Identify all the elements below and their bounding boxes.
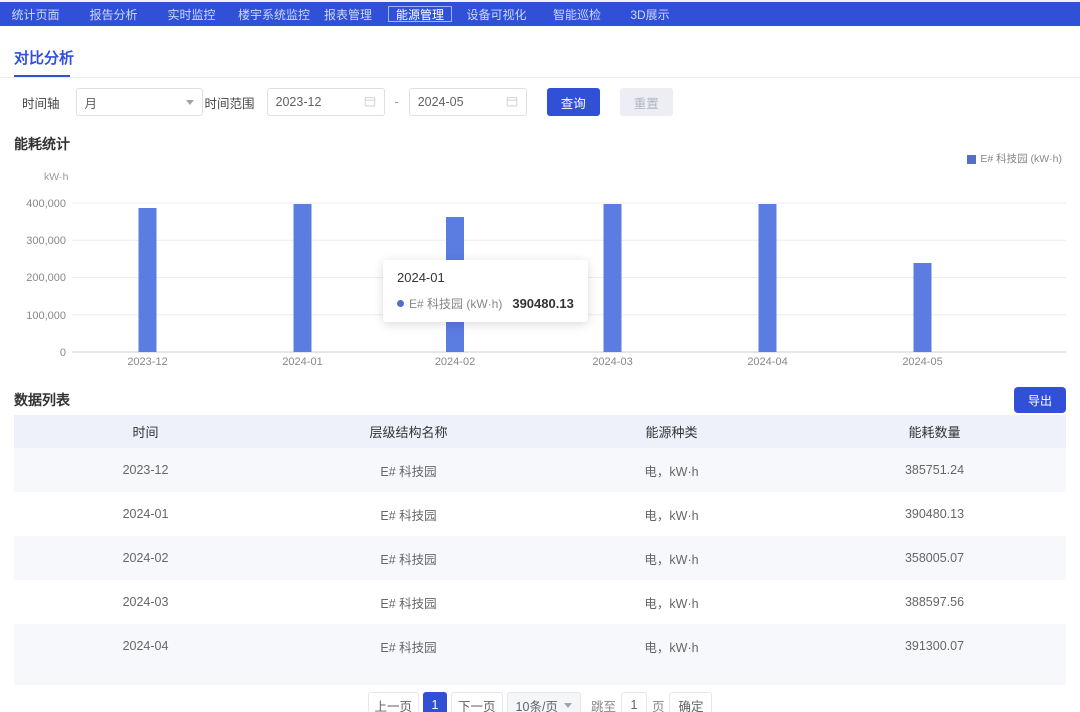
svg-text:0: 0	[60, 347, 66, 359]
svg-text:300,000: 300,000	[26, 235, 66, 247]
svg-text:2024-02: 2024-02	[435, 356, 475, 368]
svg-text:200,000: 200,000	[26, 272, 66, 284]
svg-text:400,000: 400,000	[26, 198, 66, 210]
svg-text:2024-04: 2024-04	[747, 356, 787, 368]
svg-text:100,000: 100,000	[26, 310, 66, 322]
svg-text:2024-01: 2024-01	[282, 356, 322, 368]
svg-text:kW·h: kW·h	[44, 171, 69, 183]
svg-text:2024-03: 2024-03	[592, 356, 632, 368]
svg-text:2024-05: 2024-05	[902, 356, 942, 368]
svg-text:2023-12: 2023-12	[127, 356, 167, 368]
